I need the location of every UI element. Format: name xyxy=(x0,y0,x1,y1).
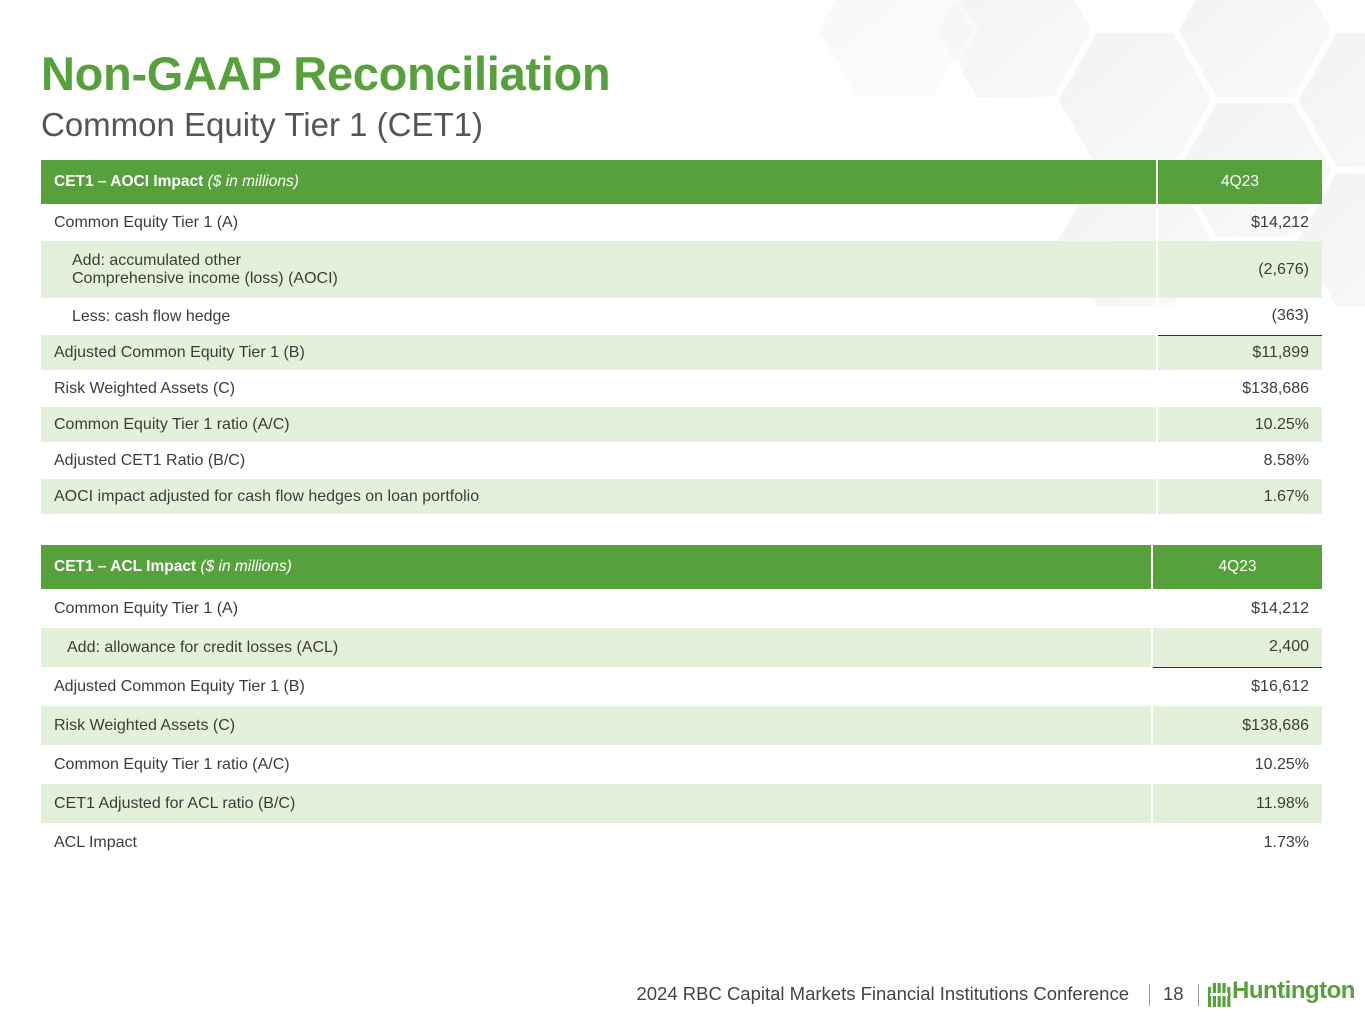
huntington-logo-text: Huntington xyxy=(1232,977,1355,1004)
table-row: Add: accumulated other Comprehensive inc… xyxy=(41,241,1322,298)
row-value: 1.73% xyxy=(1263,833,1309,851)
row-label: Add: allowance for credit losses (ACL) xyxy=(41,628,1153,667)
aoci-impact-table: CET1 – AOCI Impact ($ in millions) 4Q23 … xyxy=(41,160,1322,514)
table-row: AOCI impact adjusted for cash flow hedge… xyxy=(41,479,1322,514)
row-label-line1: Add: accumulated other xyxy=(72,251,241,269)
row-value: 10.25% xyxy=(1254,755,1309,773)
table-row: Adjusted CET1 Ratio (B/C) 8.58% xyxy=(41,442,1322,479)
row-label: Risk Weighted Assets (C) xyxy=(41,370,1158,407)
row-label: Common Equity Tier 1 (A) xyxy=(41,204,1158,241)
row-label: Common Equity Tier 1 (A) xyxy=(41,589,1153,628)
table-row: Adjusted Common Equity Tier 1 (B) $11,89… xyxy=(41,334,1322,370)
header-units: ($ in millions) xyxy=(207,173,299,190)
row-label: Adjusted Common Equity Tier 1 (B) xyxy=(41,667,1153,706)
row-value: 10.25% xyxy=(1157,407,1322,442)
conference-name: 2024 RBC Capital Markets Financial Insti… xyxy=(636,983,1129,1004)
row-label: AOCI impact adjusted for cash flow hedge… xyxy=(41,479,1158,514)
row-value: $16,612 xyxy=(1152,666,1322,706)
table-header-label: CET1 – AOCI Impact ($ in millions) xyxy=(41,160,1158,204)
table-row: Common Equity Tier 1 ratio (A/C) 10.25% xyxy=(41,745,1322,784)
acl-impact-table: CET1 – ACL Impact ($ in millions) 4Q23 C… xyxy=(41,545,1322,862)
row-label: Less: cash flow hedge xyxy=(41,298,1158,335)
header-period: 4Q23 xyxy=(1157,160,1322,204)
footer-divider xyxy=(1149,984,1150,1006)
row-value: (363) xyxy=(1271,307,1309,325)
row-label: ACL Impact xyxy=(41,823,1153,862)
row-label: Risk Weighted Assets (C) xyxy=(41,706,1153,745)
row-value: 8.58% xyxy=(1263,451,1309,469)
header-units: ($ in millions) xyxy=(200,558,292,575)
huntington-logo-icon xyxy=(1208,983,1231,1007)
row-value: $138,686 xyxy=(1152,706,1322,745)
row-value: $14,212 xyxy=(1251,213,1309,231)
row-value: 1.67% xyxy=(1157,479,1322,514)
header-title: CET1 – AOCI Impact xyxy=(54,173,204,190)
table-row: Risk Weighted Assets (C) $138,686 xyxy=(41,370,1322,407)
table-row: Common Equity Tier 1 (A) $14,212 xyxy=(41,204,1322,241)
row-value: 2,400 xyxy=(1152,628,1322,667)
page-number: 18 xyxy=(1163,983,1184,1004)
table-row: Risk Weighted Assets (C) $138,686 xyxy=(41,706,1322,745)
row-label: Common Equity Tier 1 ratio (A/C) xyxy=(41,745,1153,784)
footer-divider xyxy=(1198,984,1199,1006)
table-row: ACL Impact 1.73% xyxy=(41,823,1322,862)
row-label-line2: Comprehensive income (loss) (AOCI) xyxy=(72,269,338,287)
row-label: Adjusted CET1 Ratio (B/C) xyxy=(41,442,1158,479)
row-label: Common Equity Tier 1 ratio (A/C) xyxy=(41,407,1158,442)
row-value: $138,686 xyxy=(1242,379,1309,397)
row-label: Add: accumulated other Comprehensive inc… xyxy=(41,241,1158,298)
table-row: Common Equity Tier 1 (A) $14,212 xyxy=(41,589,1322,628)
page-subtitle: Common Equity Tier 1 (CET1) xyxy=(41,106,483,143)
row-label: CET1 Adjusted for ACL ratio (B/C) xyxy=(41,784,1153,823)
table-header-row: CET1 – ACL Impact ($ in millions) 4Q23 xyxy=(41,545,1322,589)
table-header-row: CET1 – AOCI Impact ($ in millions) 4Q23 xyxy=(41,160,1322,204)
row-value: $11,899 xyxy=(1157,334,1322,370)
row-value: $14,212 xyxy=(1251,599,1309,617)
row-value: 11.98% xyxy=(1152,784,1322,823)
row-label: Adjusted Common Equity Tier 1 (B) xyxy=(41,335,1158,370)
row-value: (2,676) xyxy=(1157,241,1322,298)
table-row: Common Equity Tier 1 ratio (A/C) 10.25% xyxy=(41,407,1322,442)
table-row: Add: allowance for credit losses (ACL) 2… xyxy=(41,628,1322,667)
header-period: 4Q23 xyxy=(1152,545,1322,589)
table-row: Adjusted Common Equity Tier 1 (B) $16,61… xyxy=(41,666,1322,706)
header-title: CET1 – ACL Impact xyxy=(54,558,197,575)
table-header-label: CET1 – ACL Impact ($ in millions) xyxy=(41,545,1153,589)
table-row: Less: cash flow hedge (363) xyxy=(41,298,1322,335)
table-row: CET1 Adjusted for ACL ratio (B/C) 11.98% xyxy=(41,784,1322,823)
page-title: Non-GAAP Reconciliation xyxy=(41,47,611,100)
